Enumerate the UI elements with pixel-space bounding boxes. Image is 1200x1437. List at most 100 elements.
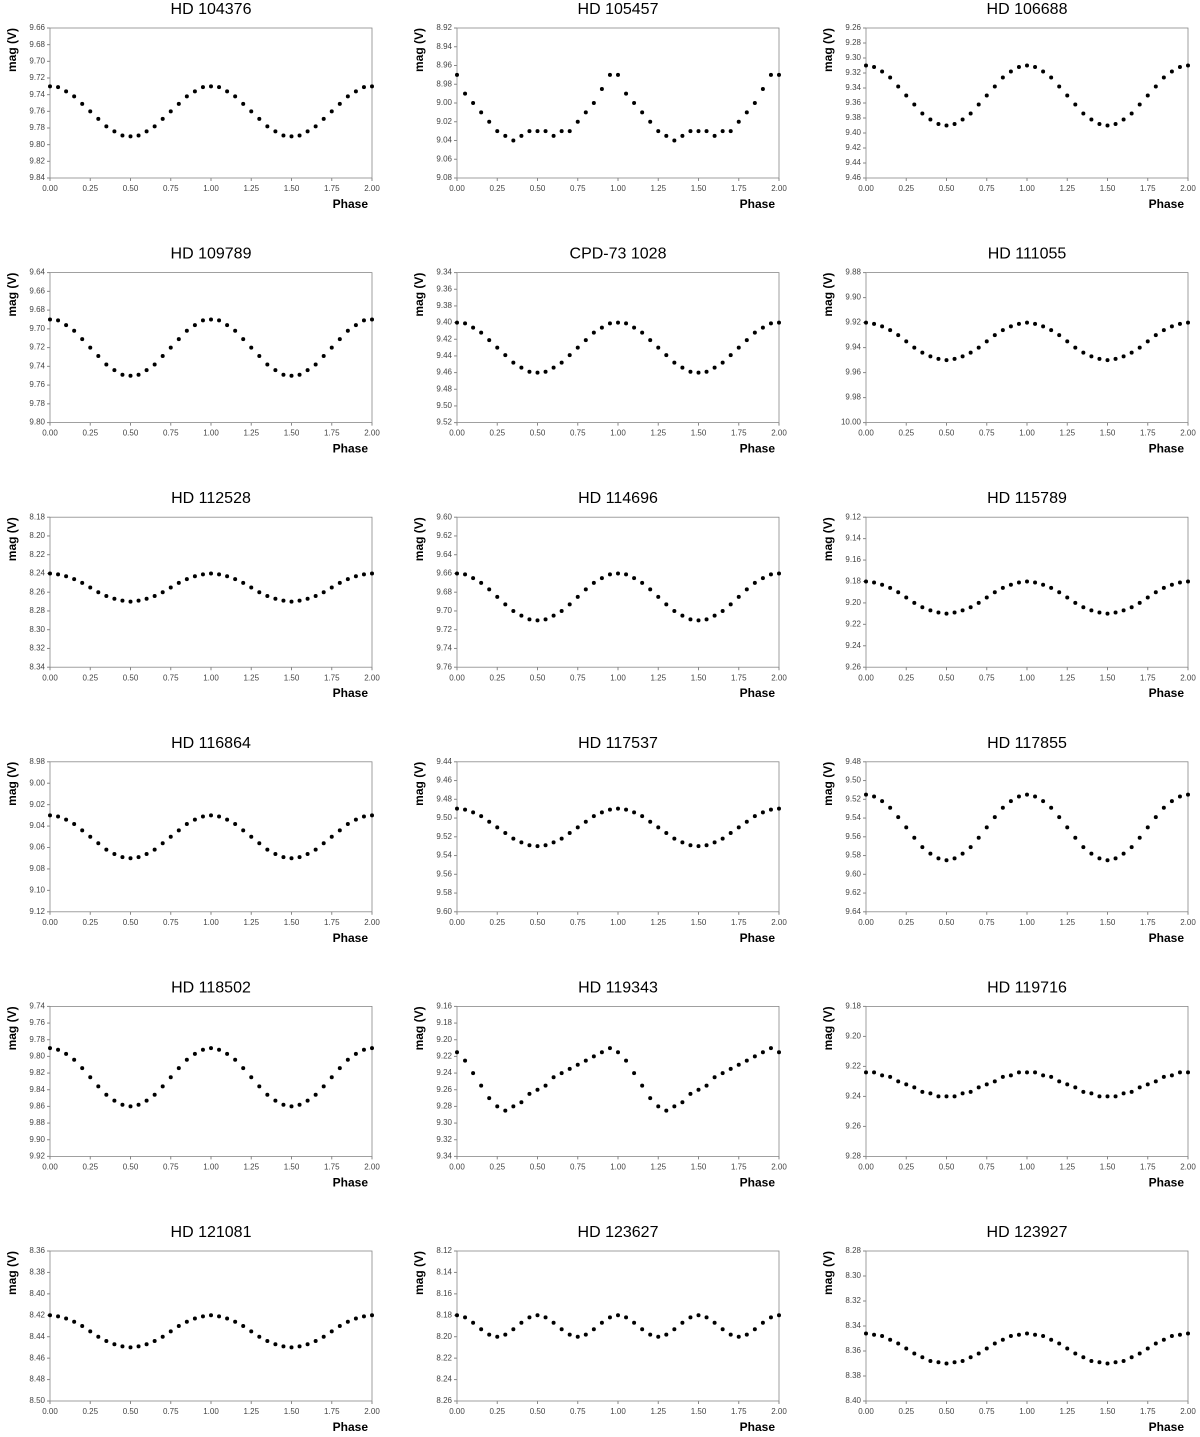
data-point bbox=[888, 75, 893, 80]
y-tick-label: 9.38 bbox=[845, 113, 861, 122]
data-point bbox=[479, 110, 484, 115]
data-point bbox=[992, 333, 997, 338]
data-point bbox=[1161, 328, 1166, 333]
data-point bbox=[680, 1100, 685, 1105]
data-point bbox=[944, 358, 949, 363]
x-tick-label: 2.00 bbox=[364, 429, 380, 438]
y-tick-label: 9.66 bbox=[29, 286, 45, 295]
y-tick-label: 9.52 bbox=[436, 418, 452, 427]
x-tick-label: 0.00 bbox=[858, 1163, 874, 1172]
data-point bbox=[56, 814, 61, 819]
data-point bbox=[200, 1314, 205, 1319]
data-point bbox=[944, 1361, 949, 1366]
data-point bbox=[616, 1313, 620, 1318]
data-point bbox=[760, 325, 765, 330]
data-point bbox=[984, 825, 989, 830]
data-point bbox=[1105, 123, 1110, 128]
chart-panel: HD 109789 mag (V) Phase 9.64 9.66 9.68 9.70 9.7… bbox=[5, 246, 380, 456]
data-point bbox=[112, 1098, 117, 1103]
data-point bbox=[527, 129, 532, 134]
data-point bbox=[281, 372, 286, 377]
data-point bbox=[487, 1332, 492, 1337]
data-point bbox=[192, 323, 197, 328]
x-tick-label: 2.00 bbox=[771, 1163, 787, 1172]
data-point bbox=[1041, 582, 1046, 587]
data-point bbox=[241, 101, 246, 106]
x-tick-label: 0.75 bbox=[163, 1163, 179, 1172]
data-point bbox=[152, 1092, 157, 1097]
data-point bbox=[511, 836, 516, 841]
y-tick-label: 9.72 bbox=[29, 343, 45, 352]
data-point bbox=[249, 345, 254, 350]
y-tick-label: 9.10 bbox=[29, 885, 45, 894]
data-point bbox=[233, 821, 238, 826]
chart-panel: HD 118502 mag (V) Phase 9.74 9.76 9.78 9.80 9.8… bbox=[5, 979, 380, 1189]
data-point bbox=[1121, 851, 1126, 856]
x-tick-label: 1.00 bbox=[1019, 184, 1035, 193]
data-point bbox=[1033, 580, 1038, 585]
data-point bbox=[1121, 608, 1126, 613]
data-point bbox=[936, 356, 941, 361]
y-tick-label: 9.40 bbox=[436, 318, 452, 327]
data-point bbox=[624, 321, 629, 326]
data-point bbox=[744, 110, 749, 115]
data-point bbox=[720, 1071, 725, 1076]
data-point bbox=[888, 805, 893, 810]
data-point bbox=[345, 1057, 350, 1062]
data-point bbox=[912, 1351, 917, 1356]
data-point bbox=[144, 1098, 149, 1103]
data-point bbox=[888, 328, 893, 333]
y-tick-label: 9.78 bbox=[29, 123, 45, 132]
data-point bbox=[992, 84, 997, 89]
data-point bbox=[880, 1073, 885, 1078]
data-point bbox=[672, 360, 677, 365]
data-point bbox=[768, 807, 773, 812]
y-axis-label: mag (V) bbox=[5, 28, 19, 72]
plot-area bbox=[49, 27, 373, 179]
data-point bbox=[313, 1092, 318, 1097]
data-point bbox=[1113, 356, 1118, 361]
x-tick-label: 0.50 bbox=[530, 184, 546, 193]
plot-area bbox=[49, 272, 373, 424]
data-point bbox=[992, 1341, 997, 1346]
chart-panel: HD 117855 mag (V) Phase 9.48 9.50 9.52 9.54 9.5… bbox=[821, 735, 1196, 945]
y-tick-label: 9.00 bbox=[436, 98, 452, 107]
x-tick-label: 1.75 bbox=[324, 1163, 340, 1172]
data-point bbox=[249, 1329, 254, 1334]
chart-title: HD 119343 bbox=[578, 979, 658, 996]
data-point bbox=[960, 117, 965, 122]
y-tick-label: 9.82 bbox=[29, 1068, 45, 1077]
data-point bbox=[1049, 328, 1054, 333]
data-point bbox=[896, 1341, 901, 1346]
x-tick-label: 0.00 bbox=[449, 673, 465, 682]
plot-area bbox=[456, 516, 780, 668]
data-point bbox=[535, 1087, 540, 1092]
data-point bbox=[345, 94, 350, 99]
data-point bbox=[337, 337, 342, 342]
y-tick-label: 9.74 bbox=[29, 1002, 45, 1011]
data-point bbox=[712, 1075, 717, 1080]
data-point bbox=[1121, 354, 1126, 359]
x-tick-label: 1.75 bbox=[324, 673, 340, 682]
data-point bbox=[952, 356, 957, 361]
data-point bbox=[607, 807, 612, 812]
data-point bbox=[1113, 1360, 1118, 1365]
data-point bbox=[112, 851, 117, 856]
data-point bbox=[896, 333, 901, 338]
x-tick-label: 1.75 bbox=[1140, 184, 1156, 193]
chart-panel: HD 119716 mag (V) Phase 9.18 9.20 9.22 9.24 9.2… bbox=[821, 979, 1196, 1189]
data-point bbox=[519, 1100, 524, 1105]
data-point bbox=[265, 593, 270, 598]
data-point bbox=[519, 365, 524, 370]
x-tick-label: 1.00 bbox=[203, 1407, 219, 1416]
data-point bbox=[495, 594, 500, 599]
data-point bbox=[233, 1057, 238, 1062]
x-tick-label: 0.75 bbox=[570, 1163, 586, 1172]
chart-panel: HD 111055 mag (V) Phase 9.88 9.90 9.92 9.94 9.9… bbox=[821, 246, 1196, 456]
data-point bbox=[920, 845, 925, 850]
data-point bbox=[1161, 1337, 1166, 1342]
x-tick-label: 1.25 bbox=[243, 184, 259, 193]
data-point bbox=[361, 318, 366, 323]
data-point bbox=[120, 133, 125, 138]
x-tick-label: 2.00 bbox=[1180, 1407, 1196, 1416]
